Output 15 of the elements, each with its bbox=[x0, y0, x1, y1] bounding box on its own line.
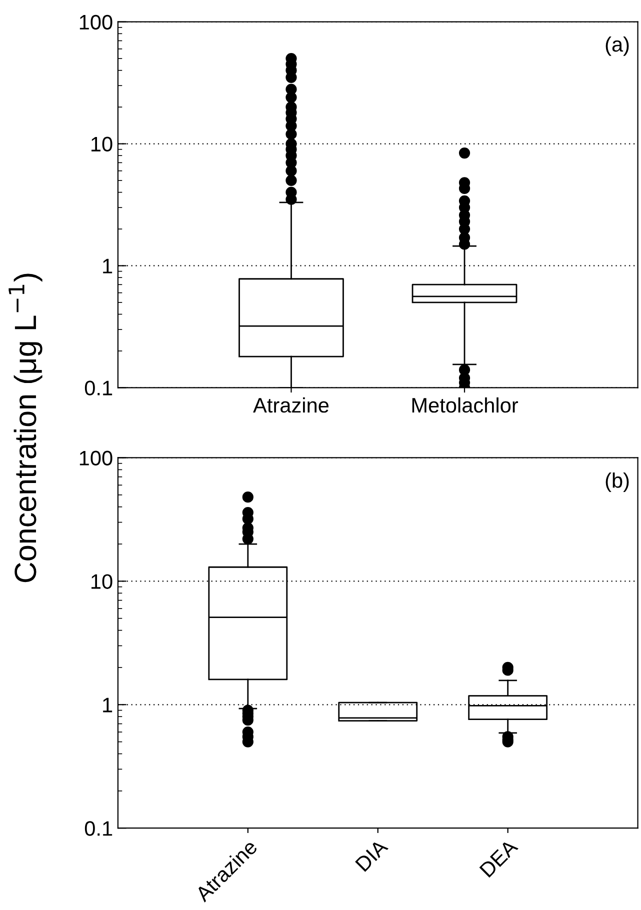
annotation: (b) bbox=[606, 472, 629, 492]
x-tick-label: DIA bbox=[355, 838, 389, 872]
y-tick-label: 10 bbox=[92, 574, 112, 589]
y-tick-label: 10 bbox=[92, 136, 112, 152]
y-tick-label: 0.1 bbox=[84, 380, 112, 396]
x-tick-label: DEA bbox=[479, 838, 518, 878]
y-tick-label: 0.1 bbox=[84, 821, 112, 836]
y-axis-title: Concentration (μg L$^{−1}$) bbox=[8, 274, 42, 582]
annotation: (a) bbox=[606, 36, 629, 56]
y-tick-label: 1 bbox=[103, 258, 112, 274]
x-tick-label: Atrazine bbox=[253, 397, 329, 413]
y-tick-label: 100 bbox=[80, 14, 112, 30]
y-tick-label: 100 bbox=[80, 450, 112, 466]
x-tick-label: Metolachlor bbox=[412, 397, 518, 413]
y-tick-label: 1 bbox=[103, 698, 112, 712]
